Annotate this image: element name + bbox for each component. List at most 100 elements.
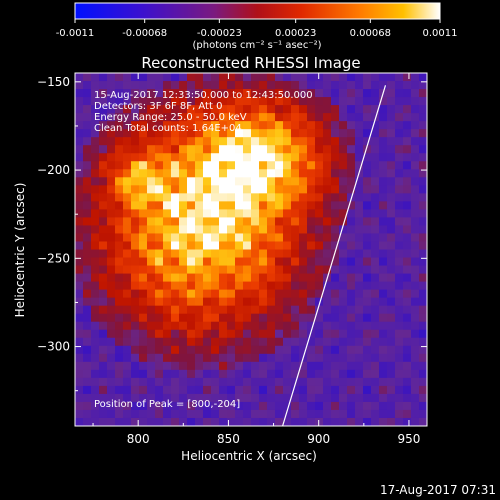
heatmap-cell [107, 281, 116, 291]
heatmap-cell [227, 321, 236, 331]
heatmap-cell [171, 73, 180, 82]
heatmap-cell [243, 385, 252, 395]
heatmap-cell [411, 193, 420, 202]
heatmap-cell [395, 273, 404, 283]
heatmap-cell [187, 329, 196, 339]
heatmap-cell [267, 193, 276, 202]
heatmap-cell [299, 257, 308, 267]
heatmap-cell [299, 385, 308, 395]
heatmap-cell [211, 73, 220, 82]
heatmap-cell [395, 129, 404, 138]
heatmap-cell [275, 249, 284, 259]
chart-title: Reconstructed RHESSI Image [141, 54, 360, 72]
heatmap-cell [195, 97, 204, 106]
heatmap-cell [331, 321, 340, 331]
heatmap-cell [235, 361, 244, 371]
heatmap-cell [179, 233, 188, 243]
heatmap-cell [179, 185, 188, 194]
heatmap-cell [179, 305, 188, 315]
heatmap-cell [323, 185, 332, 194]
heatmap-cell [291, 369, 300, 379]
heatmap-cell [99, 393, 108, 403]
heatmap-cell [403, 369, 412, 379]
heatmap-cell [315, 369, 324, 379]
heatmap-cell [75, 377, 84, 387]
heatmap-cell [115, 385, 124, 395]
heatmap-cell [171, 257, 180, 267]
heatmap-cell [203, 137, 212, 146]
heatmap-cell [139, 313, 148, 323]
heatmap-cell [267, 145, 276, 154]
heatmap-cell [179, 249, 188, 259]
heatmap-cell [219, 217, 228, 227]
heatmap-cell [203, 129, 212, 138]
heatmap-cell [147, 193, 156, 202]
heatmap-cell [243, 169, 252, 178]
heatmap-cell [419, 89, 427, 98]
heatmap-cell [211, 417, 220, 426]
heatmap-cell [331, 225, 340, 235]
heatmap-cell [299, 289, 308, 299]
heatmap-cell [131, 89, 140, 98]
heatmap-cell [275, 185, 284, 194]
heatmap-cell [267, 321, 276, 331]
heatmap-cell [83, 417, 92, 426]
heatmap-cell [307, 145, 316, 154]
heatmap-cell [123, 121, 132, 130]
heatmap-cell [379, 417, 388, 426]
heatmap-cell [75, 361, 84, 371]
heatmap-cell [203, 401, 212, 411]
heatmap-cell [235, 305, 244, 315]
heatmap-cell [203, 105, 212, 114]
heatmap-cell [411, 417, 420, 426]
heatmap-cell [99, 225, 108, 235]
heatmap-cell [123, 385, 132, 395]
heatmap-cell [219, 97, 228, 106]
heatmap-cell [171, 281, 180, 291]
heatmap-cell [259, 89, 268, 98]
heatmap-cell [299, 145, 308, 154]
heatmap-cell [339, 353, 348, 363]
heatmap-cell [163, 417, 172, 426]
heatmap-cell [411, 113, 420, 122]
heatmap-cell [203, 169, 212, 178]
heatmap-cell [259, 297, 268, 307]
heatmap-cell [99, 409, 108, 419]
heatmap-cell [203, 225, 212, 235]
heatmap-cell [195, 329, 204, 339]
heatmap-cell [403, 401, 412, 411]
heatmap-cell [355, 321, 364, 331]
heatmap-cell [403, 249, 412, 259]
heatmap-cell [291, 73, 300, 82]
heatmap-cell [339, 193, 348, 202]
heatmap-cell [283, 377, 292, 387]
heatmap-cell [195, 313, 204, 323]
heatmap-cell [419, 225, 427, 235]
heatmap-cell [115, 321, 124, 331]
colorbar-tick-label: 0.00023 [275, 28, 316, 39]
heatmap-cell [419, 385, 427, 395]
heatmap-cell [259, 281, 268, 291]
heatmap-cell [187, 409, 196, 419]
heatmap-cell [363, 225, 372, 235]
heatmap-cell [387, 193, 396, 202]
heatmap-cell [339, 241, 348, 251]
heatmap-cell [339, 313, 348, 323]
heatmap-cell [283, 177, 292, 186]
heatmap-cell [75, 297, 84, 307]
heatmap-cell [291, 281, 300, 291]
heatmap-cell [403, 201, 412, 210]
heatmap-cell [339, 113, 348, 122]
heatmap-cell [163, 265, 172, 275]
heatmap-cell [371, 401, 380, 411]
heatmap-cell [155, 249, 164, 259]
heatmap-cell [299, 313, 308, 323]
heatmap-cell [339, 273, 348, 283]
heatmap-cell [395, 377, 404, 387]
heatmap-cell [123, 273, 132, 283]
heatmap-cell [387, 233, 396, 243]
heatmap-cell [395, 121, 404, 130]
heatmap-cell [83, 361, 92, 371]
heatmap-cell [203, 361, 212, 371]
heatmap-cell [259, 289, 268, 299]
